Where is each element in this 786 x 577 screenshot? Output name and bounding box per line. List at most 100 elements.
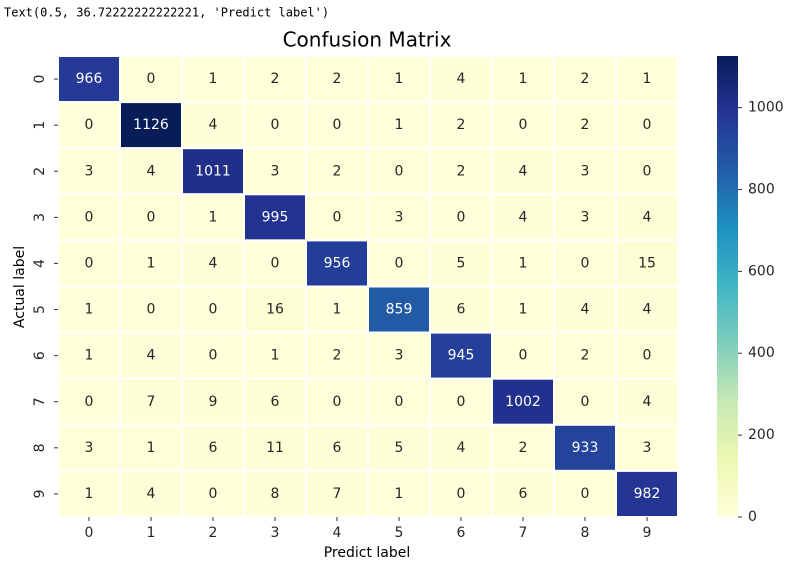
cell-label: 7 bbox=[333, 486, 342, 502]
cell-label: 7 bbox=[147, 394, 156, 410]
colorbar-tick-label: 1000 bbox=[748, 100, 784, 116]
heatmap-cell bbox=[429, 147, 493, 196]
cell-label: 3 bbox=[395, 348, 404, 364]
cell-label: 0 bbox=[271, 117, 280, 133]
cell-label: 5 bbox=[395, 440, 404, 456]
heatmap-cell bbox=[491, 239, 555, 288]
heatmap-cell bbox=[553, 285, 617, 334]
cell-label: 15 bbox=[638, 255, 656, 271]
cell-label: 0 bbox=[457, 486, 466, 502]
cell-label: 4 bbox=[643, 394, 652, 410]
heatmap-cell bbox=[615, 239, 679, 288]
cell-label: 0 bbox=[457, 209, 466, 225]
heatmap-cell bbox=[243, 377, 307, 426]
y-tick-label: 9 bbox=[32, 489, 48, 498]
cell-label: 0 bbox=[581, 486, 590, 502]
heatmap-cell bbox=[367, 285, 431, 334]
y-axis-label: Actual label bbox=[12, 246, 28, 328]
cell-label: 4 bbox=[519, 209, 528, 225]
heatmap-cell bbox=[243, 331, 307, 380]
cell-label: 4 bbox=[147, 486, 156, 502]
cell-label: 1 bbox=[209, 71, 218, 87]
x-tick-label: 5 bbox=[395, 525, 404, 541]
heatmap-cell bbox=[305, 285, 369, 334]
heatmap-cell bbox=[429, 469, 493, 518]
cell-label: 3 bbox=[271, 163, 280, 179]
cell-label: 3 bbox=[85, 163, 94, 179]
heatmap-cell bbox=[305, 377, 369, 426]
cell-label: 0 bbox=[147, 302, 156, 318]
heatmap-cell bbox=[367, 331, 431, 380]
colorbar-tick-label: 600 bbox=[748, 263, 775, 279]
cell-label: 0 bbox=[457, 394, 466, 410]
heatmap-cell bbox=[119, 147, 183, 196]
y-tick-label: 6 bbox=[32, 351, 48, 360]
heatmap-cell bbox=[615, 377, 679, 426]
cell-label: 1 bbox=[147, 440, 156, 456]
heatmap-cell bbox=[615, 331, 679, 380]
heatmap-cell bbox=[367, 193, 431, 242]
cell-label: 0 bbox=[643, 348, 652, 364]
heatmap-cell bbox=[181, 285, 245, 334]
cell-label: 0 bbox=[395, 163, 404, 179]
y-tick-label: 7 bbox=[32, 397, 48, 406]
heatmap-cell bbox=[553, 469, 617, 518]
cell-label: 1 bbox=[85, 302, 94, 318]
cell-label: 4 bbox=[457, 440, 466, 456]
colorbar bbox=[717, 56, 738, 517]
x-tick-label: 8 bbox=[581, 525, 590, 541]
cell-label: 4 bbox=[147, 348, 156, 364]
heatmap-cell bbox=[615, 101, 679, 150]
heatmap-cell bbox=[243, 285, 307, 334]
colorbar-tick-label: 200 bbox=[748, 427, 775, 443]
cell-label: 2 bbox=[519, 440, 528, 456]
cell-label: 1 bbox=[519, 302, 528, 318]
cell-label: 4 bbox=[209, 117, 218, 133]
y-tick-label: 5 bbox=[32, 305, 48, 314]
y-tick-label: 4 bbox=[32, 259, 48, 268]
cell-label: 2 bbox=[333, 163, 342, 179]
chart-title: Confusion Matrix bbox=[283, 28, 452, 52]
heatmap-cell bbox=[491, 469, 555, 518]
heatmap-cell bbox=[57, 285, 121, 334]
cell-label: 2 bbox=[581, 117, 590, 133]
cell-label: 0 bbox=[85, 209, 94, 225]
cell-label: 0 bbox=[643, 117, 652, 133]
cell-label: 3 bbox=[643, 440, 652, 456]
heatmap-cell bbox=[553, 147, 617, 196]
cell-label: 6 bbox=[271, 394, 280, 410]
heatmap-cell bbox=[119, 377, 183, 426]
y-tick-label: 2 bbox=[32, 167, 48, 176]
cell-label: 0 bbox=[395, 394, 404, 410]
x-tick-label: 2 bbox=[209, 525, 218, 541]
cell-label: 9 bbox=[209, 394, 218, 410]
cell-label: 1011 bbox=[195, 163, 231, 179]
y-tick-label: 8 bbox=[32, 443, 48, 452]
cell-label: 0 bbox=[85, 394, 94, 410]
heatmap-cell bbox=[367, 469, 431, 518]
cell-label: 16 bbox=[266, 302, 284, 318]
cell-label: 0 bbox=[147, 209, 156, 225]
cell-label: 4 bbox=[581, 302, 590, 318]
colorbar-tick-label: 400 bbox=[748, 345, 775, 361]
cell-label: 2 bbox=[333, 71, 342, 87]
heatmap-cell bbox=[429, 101, 493, 150]
cell-label: 1 bbox=[209, 209, 218, 225]
cell-label: 4 bbox=[643, 209, 652, 225]
cell-label: 982 bbox=[634, 486, 661, 502]
heatmap-cell bbox=[615, 147, 679, 196]
cell-label: 0 bbox=[209, 348, 218, 364]
colorbar-tick-label: 0 bbox=[748, 509, 757, 525]
cell-label: 945 bbox=[448, 348, 475, 364]
heatmap-cell bbox=[553, 101, 617, 150]
heatmap-cell bbox=[491, 331, 555, 380]
cell-label: 0 bbox=[147, 71, 156, 87]
cell-label: 933 bbox=[572, 440, 599, 456]
heatmap-cell bbox=[243, 101, 307, 150]
cell-label: 6 bbox=[457, 302, 466, 318]
heatmap-cell bbox=[181, 147, 245, 196]
y-tick-label: 0 bbox=[32, 75, 48, 84]
cell-label: 0 bbox=[333, 209, 342, 225]
cell-label: 1 bbox=[147, 255, 156, 271]
